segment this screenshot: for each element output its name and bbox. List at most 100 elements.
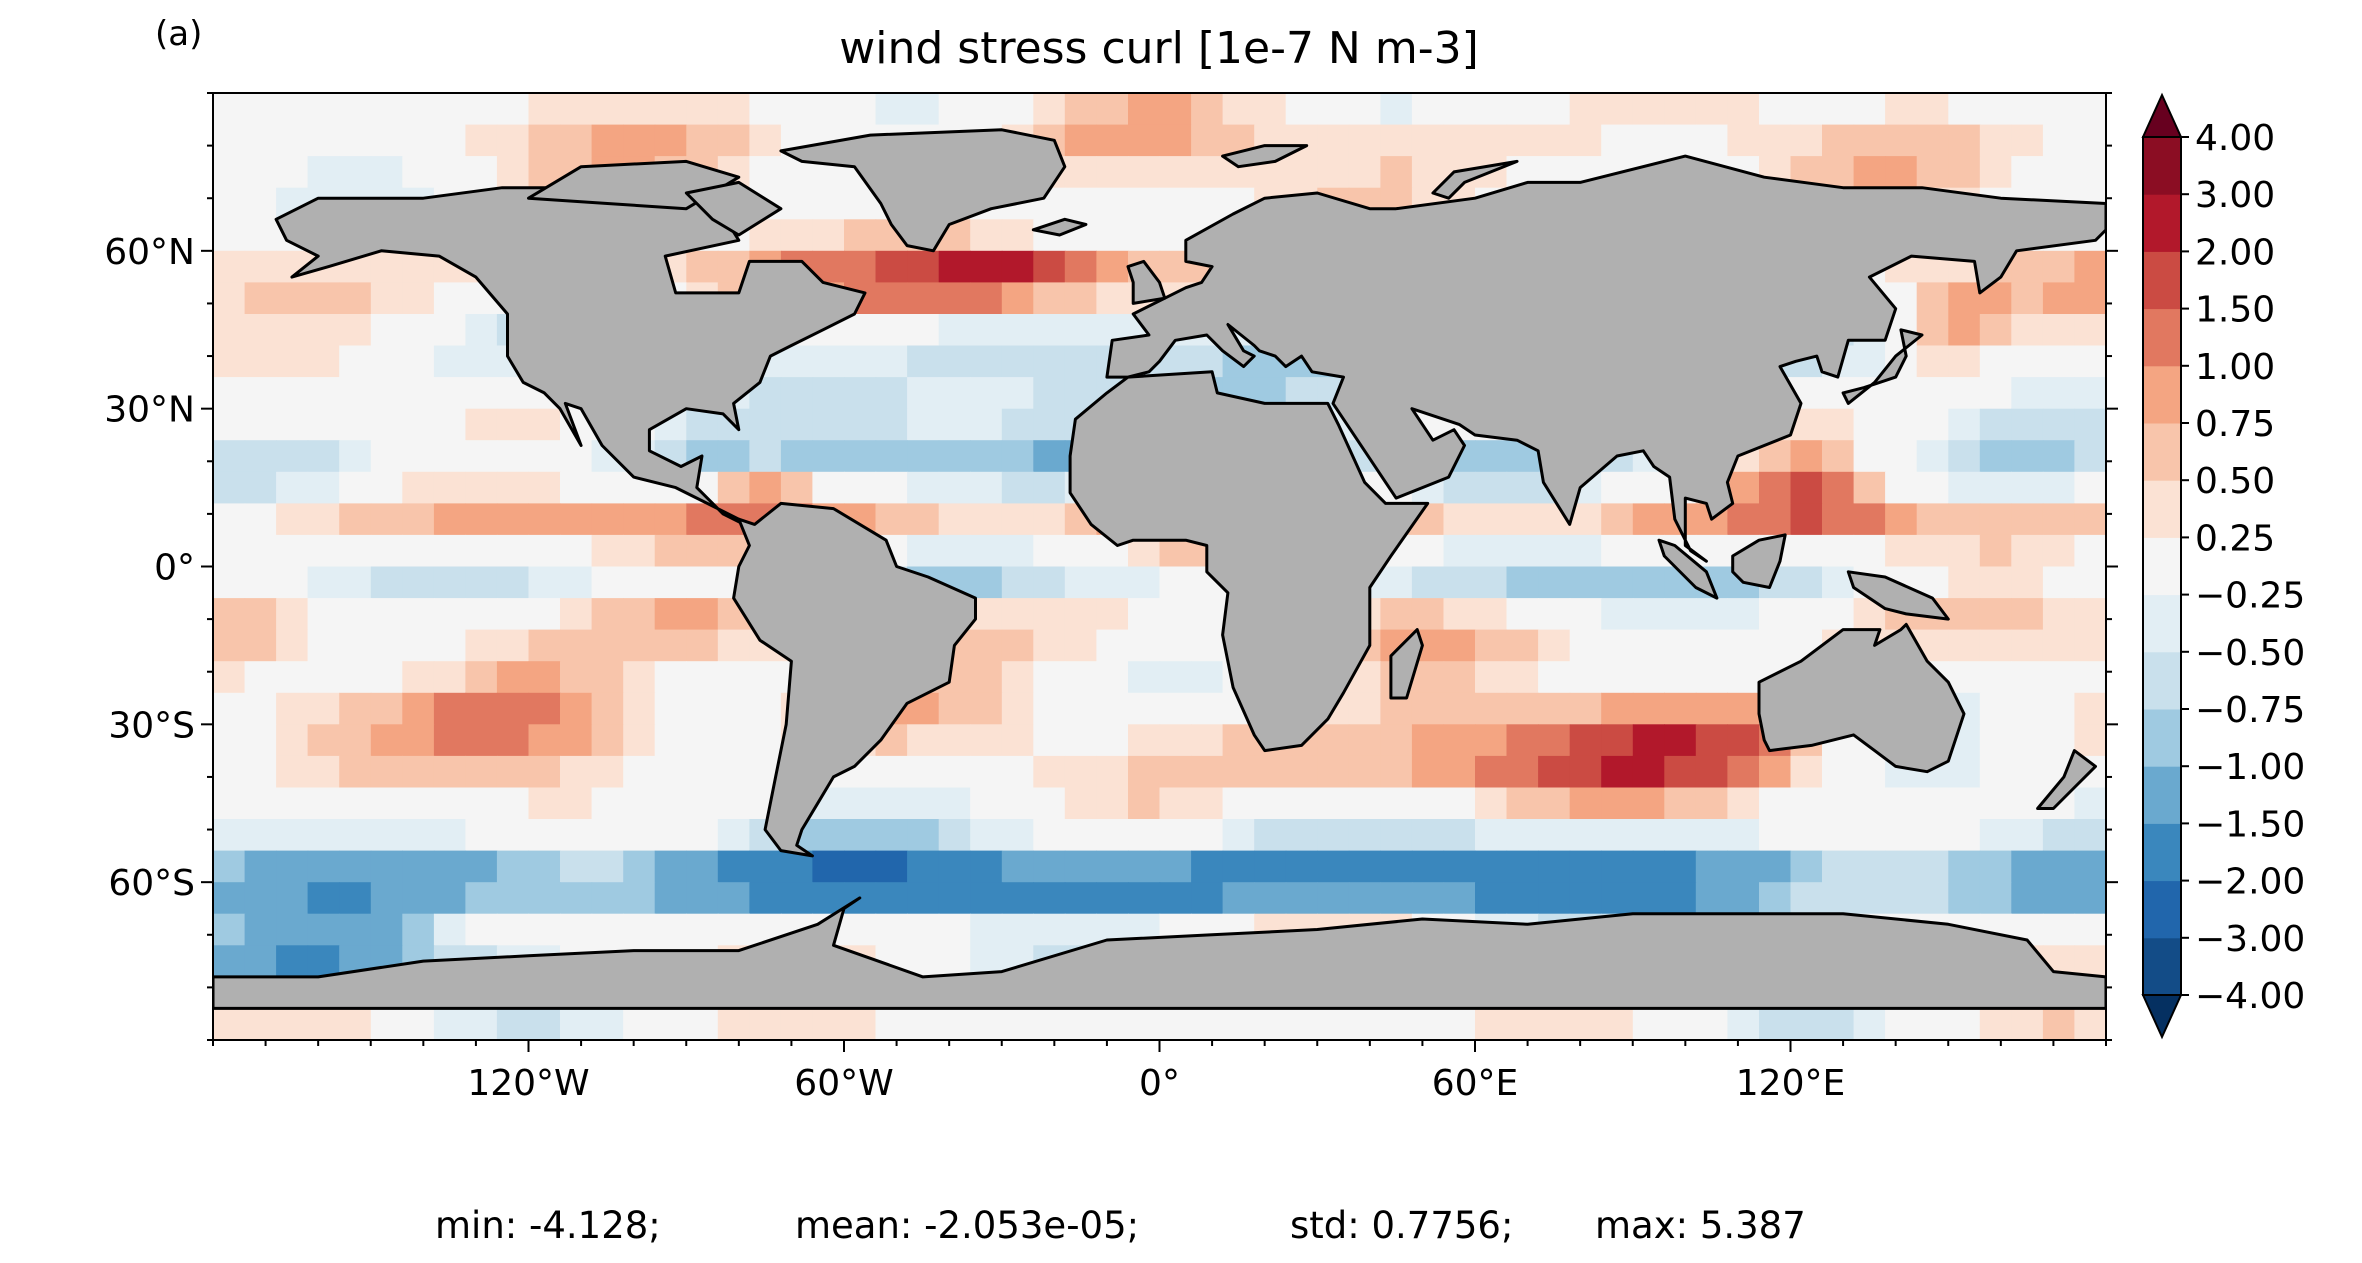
field-cell xyxy=(907,819,940,852)
field-cell xyxy=(1601,661,1634,694)
field-cell xyxy=(2074,250,2106,283)
field-cell xyxy=(276,724,309,757)
field-cell xyxy=(1411,724,1445,757)
field-cell xyxy=(1727,124,1760,157)
field-cell xyxy=(1159,724,1192,757)
field-cell xyxy=(1348,156,1381,189)
field-cell xyxy=(1033,598,1066,631)
field-cell xyxy=(749,724,782,757)
field-cell xyxy=(560,882,593,915)
field-cell xyxy=(2042,724,2076,757)
field-cell xyxy=(1979,1008,2012,1040)
field-cell xyxy=(844,913,877,946)
field-cell xyxy=(2011,345,2044,378)
field-cell xyxy=(276,598,309,631)
field-cell xyxy=(1033,629,1066,662)
field-cell xyxy=(875,282,908,315)
field-cell xyxy=(749,471,782,504)
field-cell xyxy=(1159,787,1192,820)
field-cell xyxy=(1506,661,1539,694)
colorbar-band xyxy=(2143,594,2181,653)
field-cell xyxy=(970,566,1003,599)
field-cell xyxy=(654,724,687,757)
field-cell xyxy=(276,661,309,694)
field-cell xyxy=(339,377,372,410)
field-cell xyxy=(654,598,687,631)
field-cell xyxy=(244,598,277,631)
field-cell xyxy=(1948,534,1981,568)
field-cell xyxy=(465,598,498,631)
field-cell xyxy=(560,692,593,725)
field-cell xyxy=(2011,440,2044,473)
field-cell xyxy=(1475,471,1508,504)
field-cell xyxy=(875,93,908,126)
field-cell xyxy=(875,408,908,441)
field-cell xyxy=(1191,187,1224,220)
field-cell xyxy=(276,156,309,189)
field-cell xyxy=(1916,93,1949,126)
field-cell xyxy=(1506,534,1539,568)
field-cell xyxy=(938,377,971,410)
field-cell xyxy=(844,1008,877,1040)
field-cell xyxy=(1979,314,2012,347)
field-cell xyxy=(1916,377,1949,410)
field-cell xyxy=(1538,850,1571,883)
field-cell xyxy=(812,377,845,410)
field-cell xyxy=(1001,787,1034,820)
field-cell xyxy=(1348,1008,1381,1040)
field-cell xyxy=(339,282,372,315)
field-cell xyxy=(1001,692,1034,725)
field-cell xyxy=(276,913,309,946)
field-cell xyxy=(370,534,403,568)
field-cell xyxy=(1790,598,1823,631)
field-cell xyxy=(1001,661,1034,694)
field-cell xyxy=(1096,882,1129,915)
field-cell xyxy=(1979,850,2012,883)
field-cell xyxy=(1853,755,1886,789)
field-cell xyxy=(1222,882,1255,915)
colorbar: −4.00 −3.00 −2.00 −1.50 −1.00 −0.75 −0.50 −0.25… xyxy=(2141,92,2305,1040)
field-cell xyxy=(907,93,940,126)
field-cell xyxy=(1759,882,1792,915)
field-cell xyxy=(2042,440,2076,473)
field-cell xyxy=(1538,566,1571,599)
field-cell xyxy=(623,661,656,694)
field-cell xyxy=(654,93,687,126)
field-cell xyxy=(1001,345,1034,378)
field-cell xyxy=(1475,1008,1508,1040)
field-cell xyxy=(213,913,246,946)
field-cell xyxy=(938,755,971,789)
land-arctic-archipelago xyxy=(527,159,741,211)
field-cell xyxy=(1885,534,1918,568)
field-cell xyxy=(907,282,940,315)
field-cell xyxy=(1033,724,1066,757)
field-cell xyxy=(1443,598,1476,631)
field-cell xyxy=(339,1008,372,1040)
field-cell xyxy=(1001,314,1034,347)
field-cell xyxy=(307,534,340,568)
field-cell xyxy=(717,1008,750,1040)
field-cell xyxy=(1411,93,1445,126)
field-cell xyxy=(276,503,309,536)
field-cell xyxy=(1191,156,1224,189)
field-cell xyxy=(1285,882,1318,915)
field-cell xyxy=(1411,124,1445,157)
field-cell xyxy=(1159,819,1192,852)
field-cell xyxy=(686,124,719,157)
field-cell xyxy=(1538,692,1571,725)
field-cell xyxy=(276,629,309,662)
field-cell xyxy=(1759,503,1792,536)
field-cell xyxy=(1033,661,1066,694)
field-cell xyxy=(528,882,561,915)
field-cell xyxy=(1064,692,1097,725)
field-cell xyxy=(213,314,246,347)
field-cell xyxy=(213,755,246,789)
field-cell xyxy=(2042,629,2076,662)
field-cell xyxy=(560,93,593,126)
field-cell xyxy=(1790,882,1823,915)
field-cell xyxy=(1569,1008,1602,1040)
field-cell xyxy=(370,471,403,504)
field-cell xyxy=(1979,408,2012,441)
field-cell xyxy=(1001,503,1034,536)
field-cell xyxy=(465,408,498,441)
